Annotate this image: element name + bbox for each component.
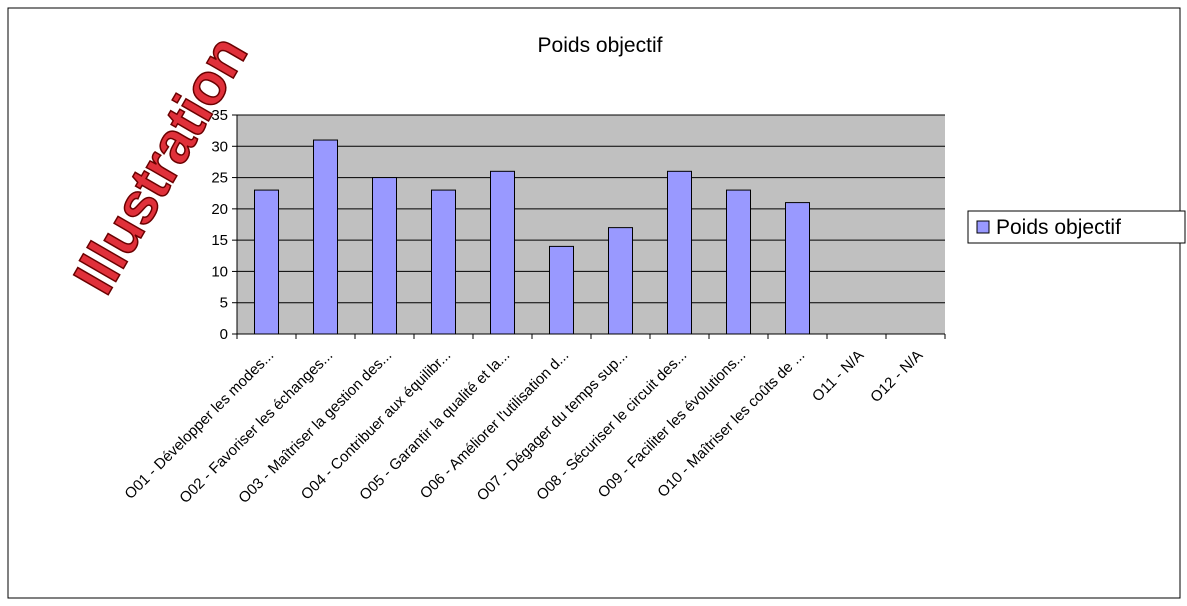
bar xyxy=(313,139,338,335)
y-tick-label: 10 xyxy=(211,263,228,280)
y-tick-label: 35 xyxy=(211,107,228,124)
bar xyxy=(608,227,633,335)
legend-box xyxy=(967,210,1186,244)
y-tick-label: 20 xyxy=(211,201,228,218)
bar xyxy=(372,177,397,335)
chart-title: Poids objectif xyxy=(538,34,663,57)
bar xyxy=(549,245,574,335)
legend-swatch xyxy=(976,220,990,234)
bar xyxy=(726,189,751,335)
legend-label: Poids objectif xyxy=(996,216,1121,239)
y-tick-label: 15 xyxy=(211,232,228,249)
y-tick-label: 0 xyxy=(220,326,228,343)
y-tick-label: 25 xyxy=(211,170,228,187)
plot-area xyxy=(237,115,945,334)
bar xyxy=(785,202,810,335)
bar xyxy=(254,189,279,335)
bar xyxy=(431,189,456,335)
bar xyxy=(667,170,692,335)
y-tick-label: 30 xyxy=(211,138,228,155)
bar xyxy=(490,170,515,335)
y-tick-label: 5 xyxy=(220,295,228,312)
